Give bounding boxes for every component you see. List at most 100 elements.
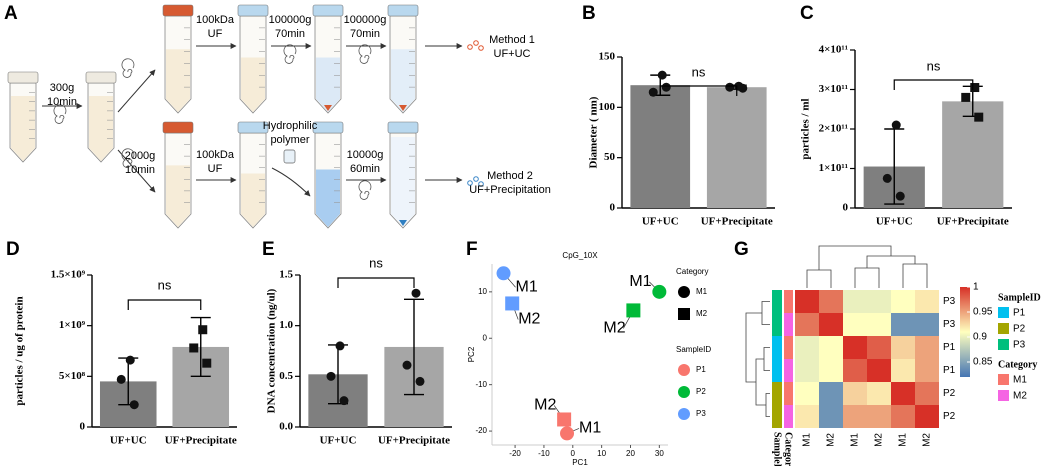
centrifuge-icon — [358, 180, 372, 200]
legend-label: P3 — [696, 409, 706, 418]
step-label: 10000g — [347, 149, 384, 161]
y-tick-label: 100 — [599, 101, 616, 113]
category-annotation — [784, 336, 793, 359]
point-label: M1 — [579, 420, 601, 437]
point-label: M2 — [603, 320, 625, 337]
y-axis-label: Diameter ( nm) — [588, 96, 600, 168]
sample-annotation — [772, 290, 782, 313]
y-tick-label: -10 — [475, 380, 487, 389]
tube — [312, 4, 344, 114]
y-tick-label: 3×10¹¹ — [819, 83, 848, 95]
step-label: UF — [208, 28, 223, 40]
data-point — [129, 400, 139, 410]
data-point — [970, 83, 980, 93]
legend-swatch — [998, 307, 1009, 318]
tube-liquid — [166, 49, 190, 112]
legend-swatch — [998, 390, 1009, 401]
heatmap-cell — [867, 313, 891, 336]
step-label: 70min — [275, 28, 305, 40]
y-tick-label: 1.0 — [279, 319, 293, 331]
data-point — [326, 371, 336, 381]
tube — [237, 4, 269, 114]
colorbar-label: 0.85 — [973, 357, 993, 368]
pellet — [399, 105, 407, 111]
data-point — [402, 360, 412, 370]
category-annotation — [784, 382, 793, 405]
heatmap-cell — [819, 405, 843, 428]
heatmap-cell — [819, 313, 843, 336]
error-bar — [404, 298, 424, 396]
x-axis-label: PC1 — [572, 458, 588, 466]
heatmap-cell — [891, 290, 915, 313]
data-point — [189, 343, 199, 353]
legend-marker — [678, 386, 690, 398]
row-label: P3 — [943, 319, 956, 330]
pellet — [324, 105, 332, 111]
tube-cap — [237, 121, 269, 134]
legend-label: M1 — [696, 287, 708, 296]
point-label: M1 — [516, 279, 538, 296]
row-label: P2 — [943, 411, 956, 422]
heatmap-cell — [795, 405, 819, 428]
step-label: 10min — [125, 164, 155, 176]
data-point — [961, 92, 971, 102]
tube-cap — [162, 4, 194, 17]
data-point — [116, 374, 126, 384]
pellet — [399, 220, 407, 226]
column-dendrogram — [806, 245, 928, 288]
step-label: polymer — [270, 134, 309, 146]
step-label: Method 1 — [489, 34, 535, 46]
category-annotation — [784, 359, 793, 382]
tube — [7, 71, 39, 163]
tube-liquid — [241, 173, 265, 227]
category-annotation — [784, 313, 793, 336]
y-tick-label: 50 — [604, 151, 616, 163]
column-label: M2 — [874, 433, 885, 447]
centrifuge-icon — [121, 58, 135, 78]
tube-cap — [387, 4, 419, 17]
y-axis-label: PC2 — [467, 346, 476, 362]
data-point — [415, 376, 425, 386]
heatmap-cell — [915, 336, 939, 359]
legend-label: P1 — [1013, 308, 1026, 319]
column-label: M1 — [802, 433, 813, 447]
colorbar-label: 0.9 — [973, 332, 987, 343]
y-tick-label: 1×10⁹ — [59, 319, 86, 331]
sample-annotation — [772, 359, 782, 382]
panel-letter: E — [262, 239, 275, 260]
chart-title: CpG_10X — [562, 251, 598, 260]
step-label: 100kDa — [196, 149, 235, 161]
step-label: 70min — [350, 28, 380, 40]
step-label: UF+UC — [494, 48, 531, 60]
tube-liquid — [89, 96, 113, 161]
vesicle — [467, 44, 473, 50]
step-label: Hydrophilic — [263, 120, 318, 132]
significance-bracket — [659, 85, 738, 96]
legend-label: M2 — [1013, 391, 1027, 402]
tube-liquid — [316, 169, 340, 227]
data-point — [125, 355, 135, 365]
y-tick-label: 1×10¹¹ — [819, 162, 848, 174]
step-label: 60min — [350, 163, 380, 175]
legend-label: M1 — [1013, 375, 1027, 386]
heatmap-cell — [795, 313, 819, 336]
heatmap-cell — [891, 359, 915, 382]
data-point — [505, 296, 520, 311]
tube-cap — [7, 71, 39, 84]
column-label: M2 — [922, 433, 933, 447]
x-tick-label: 10 — [597, 449, 606, 458]
panel-letter: B — [582, 3, 596, 24]
vesicle — [478, 45, 484, 51]
data-point — [657, 70, 667, 80]
y-tick-label: 0 — [843, 202, 849, 214]
centrifuge-icon — [53, 104, 67, 124]
y-tick-label: 0.0 — [279, 421, 293, 433]
legend-label: M2 — [696, 309, 708, 318]
row-dendrogram — [745, 301, 770, 417]
vesicle — [478, 181, 484, 187]
tube — [387, 121, 419, 229]
y-tick-label: 4×10¹¹ — [819, 44, 848, 56]
significance-label: ns — [369, 255, 383, 270]
heatmap-cell — [891, 405, 915, 428]
tube — [387, 4, 419, 114]
